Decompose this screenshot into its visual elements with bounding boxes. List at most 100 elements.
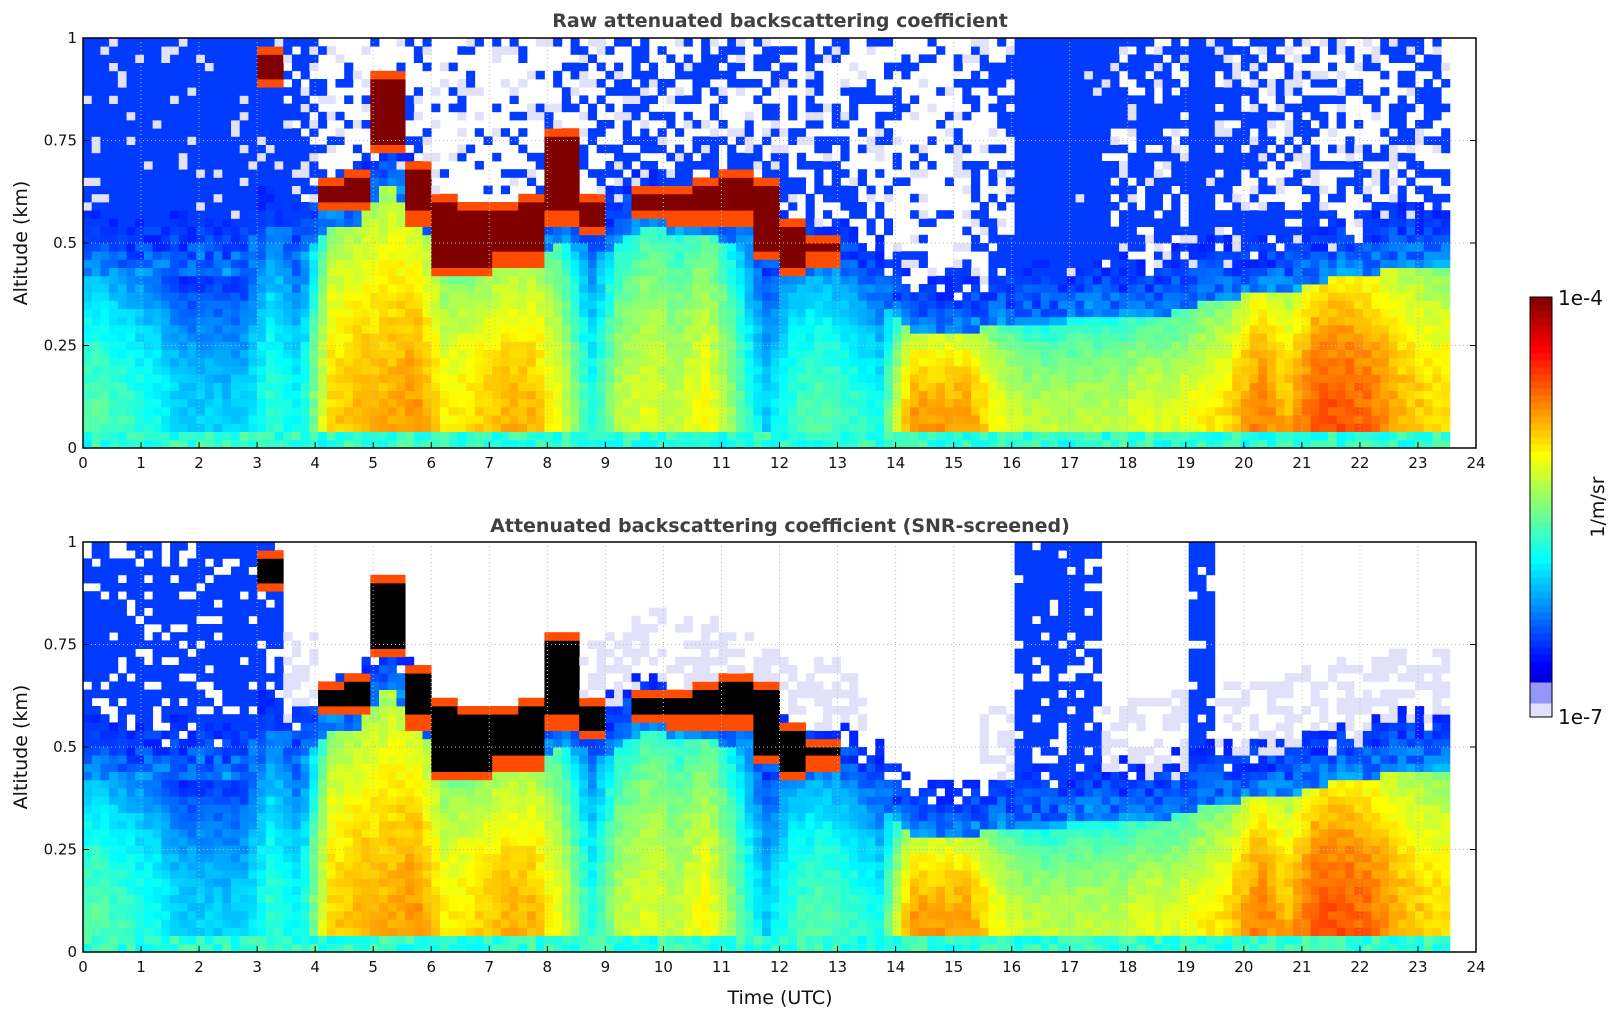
heatmap-cell (431, 292, 441, 301)
heatmap-cell (875, 95, 885, 104)
heatmap-cell (387, 259, 397, 268)
heatmap-cell (910, 234, 920, 244)
heatmap-cell (178, 210, 188, 219)
heatmap-cell (553, 308, 563, 318)
heatmap-cell (892, 292, 902, 301)
heatmap-cell (866, 423, 876, 432)
heatmap-cell (857, 210, 867, 219)
heatmap-cell (1084, 70, 1094, 80)
heatmap-cell (344, 226, 354, 236)
heatmap-cell (143, 267, 154, 277)
heatmap-cell (527, 415, 537, 424)
heatmap-cell (805, 374, 815, 383)
heatmap-cell (631, 366, 641, 375)
heatmap-cell (866, 275, 876, 285)
heatmap-cell (413, 325, 423, 334)
heatmap-cell (1023, 193, 1033, 203)
heatmap-cell (1014, 169, 1024, 178)
heatmap-cell (692, 333, 702, 342)
heatmap-cell (370, 87, 380, 96)
heatmap-cell (849, 95, 859, 104)
heatmap-cell (361, 374, 371, 383)
heatmap-cell (814, 79, 824, 88)
heatmap-cell (1023, 177, 1033, 186)
heatmap-cell (727, 284, 737, 293)
heatmap-cell (1031, 144, 1042, 154)
heatmap-cell (396, 202, 406, 211)
heatmap-cell (770, 152, 780, 162)
heatmap-cell (596, 177, 606, 186)
heatmap-cell (648, 226, 659, 236)
heatmap-cell (117, 357, 127, 367)
heatmap-cell (1084, 439, 1094, 449)
heatmap-cell (309, 218, 319, 227)
heatmap-cell (622, 366, 632, 375)
heatmap-cell (779, 152, 789, 162)
heatmap-cell (866, 144, 876, 154)
heatmap-cell (640, 185, 650, 195)
heatmap-cell (979, 275, 989, 285)
heatmap-cell (561, 300, 571, 309)
heatmap-cell (779, 226, 789, 236)
heatmap-cell (988, 341, 998, 350)
heatmap-cell (1040, 161, 1050, 170)
heatmap-cell (126, 218, 136, 227)
heatmap-cell (335, 316, 345, 326)
heatmap-cell (622, 398, 632, 408)
heatmap-cell (1014, 431, 1024, 441)
heatmap-cell (492, 234, 502, 244)
heatmap-cell (143, 169, 154, 178)
heatmap-cell (143, 136, 154, 145)
heatmap-cell (109, 87, 119, 96)
heatmap-cell (187, 161, 197, 170)
heatmap-cell (579, 300, 589, 309)
heatmap-cell (927, 161, 937, 170)
heatmap-cell (831, 251, 841, 260)
heatmap-cell (396, 95, 406, 104)
heatmap-cell (614, 169, 624, 178)
heatmap-cell (161, 218, 171, 227)
heatmap-cell (178, 308, 188, 318)
heatmap-cell (1084, 341, 1094, 350)
heatmap-cell (126, 234, 136, 244)
heatmap-cell (953, 136, 963, 145)
heatmap-cell (875, 423, 885, 432)
heatmap-cell (248, 275, 258, 285)
heatmap-cell (274, 284, 284, 293)
heatmap-cell (762, 308, 772, 318)
heatmap-cell (448, 284, 458, 293)
heatmap-cell (596, 366, 606, 375)
heatmap-cell (361, 300, 371, 309)
heatmap-cell (274, 382, 284, 391)
heatmap-cell (614, 308, 624, 318)
heatmap-cell (379, 177, 389, 186)
heatmap-cell (1040, 136, 1050, 145)
heatmap-cell (170, 366, 180, 375)
heatmap-cell (1058, 62, 1068, 72)
heatmap-cell (979, 308, 989, 318)
heatmap-cell (561, 308, 571, 318)
heatmap-cell (927, 439, 937, 449)
heatmap-cell (753, 316, 763, 326)
heatmap-cell (161, 308, 171, 318)
heatmap-cell (274, 316, 284, 326)
heatmap-cell (83, 415, 93, 424)
heatmap-cell (326, 210, 336, 219)
heatmap-cell (997, 218, 1007, 227)
heatmap-cell (178, 275, 188, 285)
heatmap-cell (535, 251, 545, 260)
heatmap-cell (352, 316, 362, 326)
heatmap-cell (762, 267, 772, 277)
heatmap-cell (1101, 308, 1111, 318)
heatmap-cell (448, 62, 458, 72)
heatmap-cell (1066, 308, 1076, 318)
heatmap-cell (666, 357, 676, 367)
heatmap-cell (213, 374, 223, 383)
heatmap-cell (387, 316, 397, 326)
heatmap-cell (222, 333, 232, 342)
heatmap-cell (657, 284, 667, 293)
heatmap-cell (1005, 439, 1015, 449)
heatmap-cell (596, 341, 606, 350)
heatmap-cell (553, 234, 563, 244)
heatmap-cell (344, 398, 354, 408)
